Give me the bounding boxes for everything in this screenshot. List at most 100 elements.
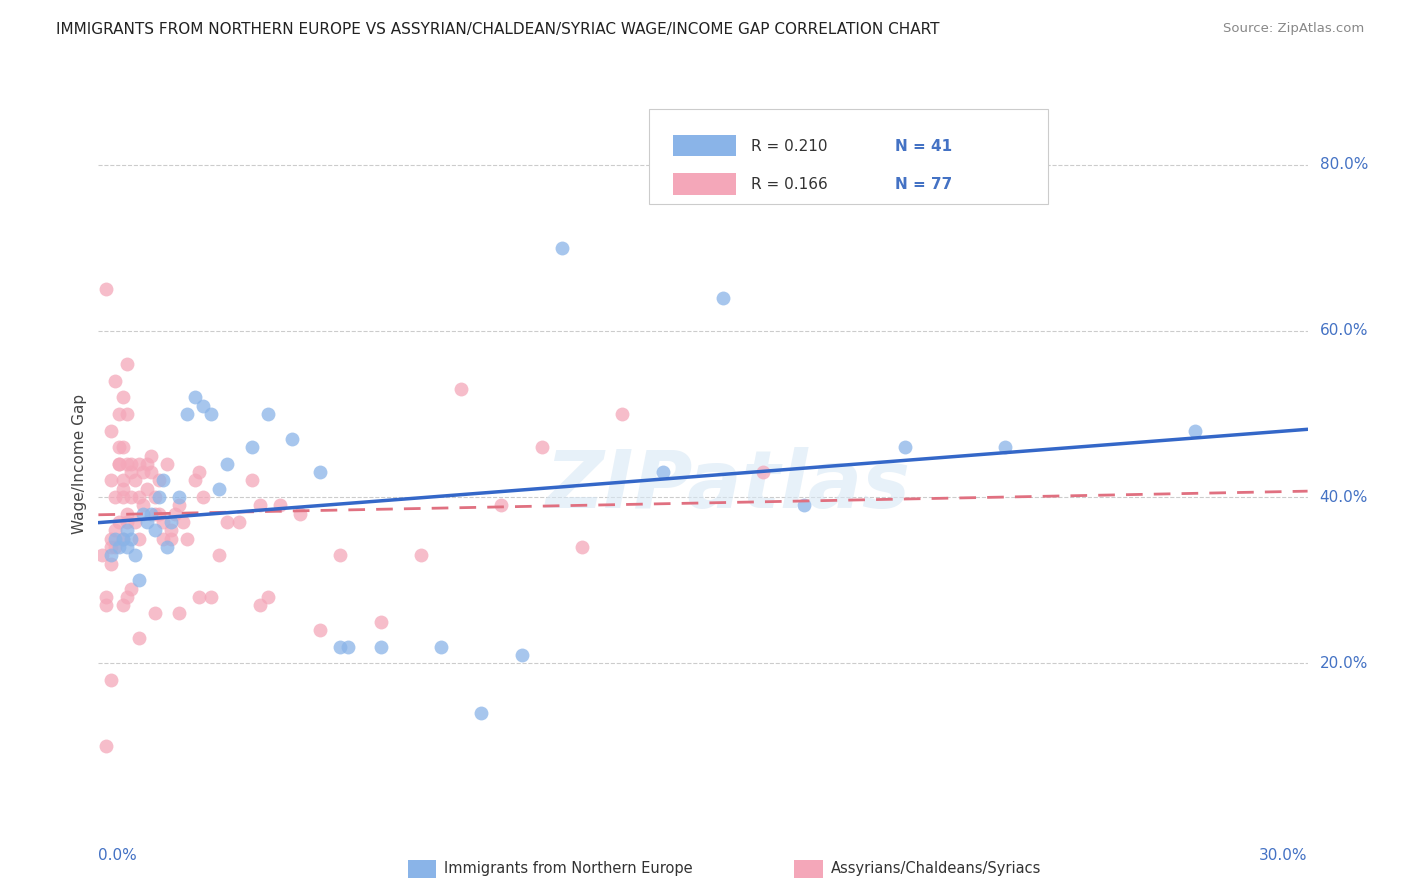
Point xyxy=(115,507,138,521)
FancyBboxPatch shape xyxy=(672,173,737,195)
Point xyxy=(188,465,211,479)
Point xyxy=(193,399,215,413)
Point xyxy=(103,374,125,388)
Point xyxy=(184,390,207,404)
Point xyxy=(120,490,142,504)
Point xyxy=(91,548,114,563)
Point xyxy=(409,548,432,563)
Text: N = 77: N = 77 xyxy=(894,178,952,192)
Point xyxy=(103,490,125,504)
Point xyxy=(143,490,166,504)
Point xyxy=(135,482,157,496)
Point xyxy=(994,440,1017,454)
Point xyxy=(309,465,332,479)
Point xyxy=(107,457,129,471)
Text: IMMIGRANTS FROM NORTHERN EUROPE VS ASSYRIAN/CHALDEAN/SYRIAC WAGE/INCOME GAP CORR: IMMIGRANTS FROM NORTHERN EUROPE VS ASSYR… xyxy=(56,22,939,37)
Point xyxy=(115,407,138,421)
Point xyxy=(120,457,142,471)
Point xyxy=(571,540,593,554)
Point xyxy=(752,465,775,479)
Point xyxy=(217,457,239,471)
Point xyxy=(288,507,311,521)
Y-axis label: Wage/Income Gap: Wage/Income Gap xyxy=(72,393,87,534)
Point xyxy=(128,490,150,504)
Point xyxy=(160,524,183,538)
Point xyxy=(111,532,134,546)
Point xyxy=(240,474,263,488)
Point xyxy=(139,465,162,479)
Point xyxy=(111,482,134,496)
Point xyxy=(152,474,174,488)
Point xyxy=(124,548,146,563)
Point xyxy=(256,407,278,421)
Point xyxy=(176,532,198,546)
Point xyxy=(893,440,915,454)
Text: N = 41: N = 41 xyxy=(894,138,952,153)
Point xyxy=(188,590,211,604)
Point xyxy=(132,499,155,513)
Point xyxy=(120,532,142,546)
Point xyxy=(160,532,183,546)
Point xyxy=(249,499,271,513)
Point xyxy=(128,632,150,646)
Point xyxy=(132,507,155,521)
Point xyxy=(115,357,138,371)
Text: 80.0%: 80.0% xyxy=(1320,157,1368,172)
FancyBboxPatch shape xyxy=(672,135,737,156)
Point xyxy=(143,607,166,621)
Point xyxy=(128,573,150,587)
Point xyxy=(329,640,352,654)
Point xyxy=(530,440,553,454)
Point xyxy=(107,540,129,554)
Point xyxy=(115,457,138,471)
Point xyxy=(115,515,138,529)
Point xyxy=(148,490,170,504)
Point xyxy=(167,607,190,621)
Point xyxy=(152,532,174,546)
Point xyxy=(111,598,134,612)
Point xyxy=(176,407,198,421)
Point xyxy=(172,515,194,529)
Point xyxy=(200,590,222,604)
Point xyxy=(193,490,215,504)
Point xyxy=(551,241,574,255)
Point xyxy=(128,457,150,471)
Text: 0.0%: 0.0% xyxy=(98,847,138,863)
Point xyxy=(370,640,392,654)
Point xyxy=(115,590,138,604)
Point xyxy=(450,382,472,396)
Point xyxy=(309,623,332,637)
Point xyxy=(510,648,533,662)
Point xyxy=(132,465,155,479)
Point xyxy=(107,457,129,471)
Text: 60.0%: 60.0% xyxy=(1320,324,1368,338)
Point xyxy=(152,515,174,529)
Point xyxy=(160,515,183,529)
Point xyxy=(148,474,170,488)
Point xyxy=(103,532,125,546)
Point xyxy=(337,640,360,654)
Point xyxy=(249,598,271,612)
Point xyxy=(228,515,250,529)
Point xyxy=(184,474,207,488)
Point xyxy=(217,515,239,529)
Text: 20.0%: 20.0% xyxy=(1320,656,1368,671)
Point xyxy=(370,615,392,629)
Point xyxy=(240,440,263,454)
Point xyxy=(208,482,231,496)
Point xyxy=(269,499,291,513)
Point xyxy=(256,590,278,604)
Text: 40.0%: 40.0% xyxy=(1320,490,1368,505)
Point xyxy=(107,440,129,454)
Point xyxy=(200,407,222,421)
Point xyxy=(96,598,118,612)
Point xyxy=(470,706,492,721)
Point xyxy=(128,532,150,546)
Text: Assyrians/Chaldeans/Syriacs: Assyrians/Chaldeans/Syriacs xyxy=(831,862,1042,876)
Point xyxy=(120,582,142,596)
Point xyxy=(111,532,134,546)
Point xyxy=(135,515,157,529)
Point xyxy=(329,548,352,563)
Point xyxy=(711,291,734,305)
Point xyxy=(651,465,673,479)
